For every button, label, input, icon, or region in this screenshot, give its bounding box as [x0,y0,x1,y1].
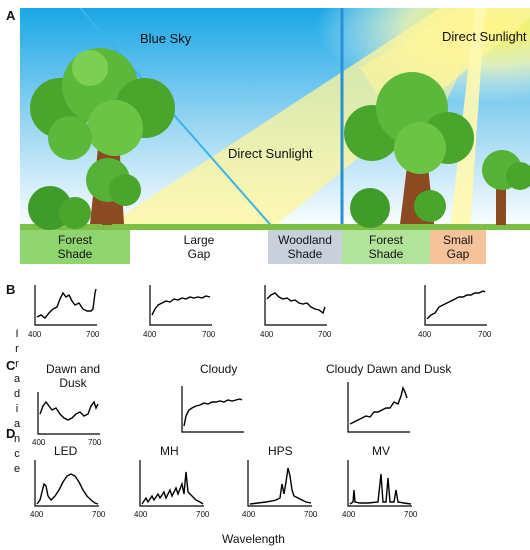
zone-large-gap: Large Gap [130,230,268,264]
spectrum-c-dawn-dusk [37,392,100,435]
tree-right-large [344,72,474,224]
direct-sunlight-label-right: Direct Sunlight [442,29,527,44]
tick-d2-end: 700 [196,510,210,519]
spectrum-c-cloudy-dawn-dusk [347,382,410,433]
spectrum-d-mv [347,460,412,507]
spectrum-c-cloudy [181,386,244,433]
zone-forest-shade-right: Forest Shade [342,230,430,264]
panel-b-letter: B [6,282,16,297]
label-cloudy-dawn-and-dusk: Cloudy Dawn and Dusk [326,362,452,376]
forest-scene-illustration [20,7,530,231]
tick-d2-start: 400 [134,510,148,519]
tree-left-small [86,158,141,225]
tick-d1-end: 700 [92,510,106,519]
x-axis-label-wavelength: Wavelength [222,532,285,546]
panel-d-letter: D [6,426,16,441]
tick-d3-start: 400 [242,510,256,519]
tick-b2-start: 400 [143,330,157,339]
spectrum-b-small-gap [424,285,487,326]
spectrum-d-hps [247,460,312,507]
spectrum-d-mh [139,460,204,507]
blue-sky-label: Blue Sky [140,31,192,46]
tick-d4-start: 400 [342,510,356,519]
label-mv: MV [372,444,390,458]
label-dawn-and-dusk: Dawn and Dusk [46,362,101,390]
tick-b4-start: 400 [418,330,432,339]
tick-b3-start: 400 [260,330,274,339]
tick-b2-end: 700 [202,330,216,339]
tick-c1-end: 700 [88,438,102,447]
label-led: LED [54,444,78,458]
tick-b1-start: 400 [28,330,42,339]
spectrum-b-woodland-shade [264,285,327,326]
label-mh: MH [160,444,179,458]
label-hps: HPS [268,444,293,458]
direct-sunlight-label-center: Direct Sunlight [228,146,313,161]
zone-woodland-shade: Woodland Shade [268,230,342,264]
zone-small-gap: Small Gap [430,230,486,264]
label-cloudy: Cloudy [200,362,238,376]
panel-a-letter: A [6,8,16,23]
panel-c-letter: C [6,358,16,373]
tick-d3-end: 700 [304,510,318,519]
tick-d1-start: 400 [30,510,44,519]
spectrum-b-large-gap [149,285,212,326]
zone-forest-shade-left: Forest Shade [20,230,130,264]
spectrum-b-forest-shade [34,285,97,326]
tree-right-small [482,150,530,225]
panel-a-scene [20,7,530,231]
tick-b4-end: 700 [478,330,492,339]
tick-d4-end: 700 [404,510,418,519]
spectrum-d-led [34,460,99,507]
tick-b3-end: 700 [318,330,332,339]
tick-b1-end: 700 [86,330,100,339]
tick-c1-start: 400 [32,438,46,447]
